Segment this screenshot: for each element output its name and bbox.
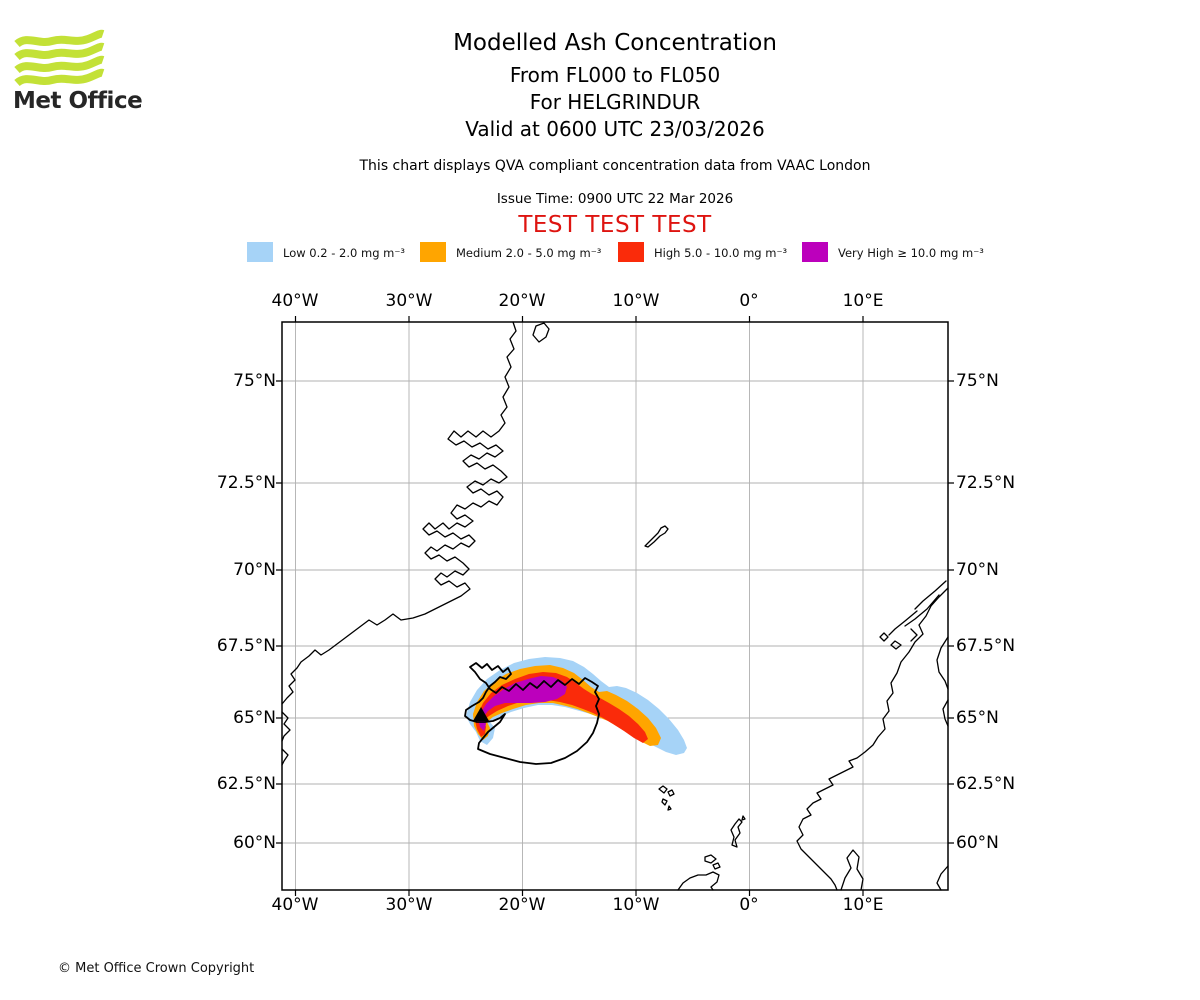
legend-label-very-high: Very High ≥ 10.0 mg m⁻³ <box>838 246 984 260</box>
lat-label-right-70n: 70°N <box>956 560 999 580</box>
copyright-text: © Met Office Crown Copyright <box>58 961 255 976</box>
lon-label-bottom-10e: 10°E <box>842 895 884 915</box>
lon-label-top-20w: 20°W <box>498 291 546 311</box>
lat-label-left-67-5n: 67.5°N <box>216 636 276 656</box>
coastline-norway <box>796 580 949 891</box>
lat-label-left-70n: 70°N <box>233 560 276 580</box>
subtitle-valid-time: Valid at 0600 UTC 23/03/2026 <box>465 117 765 141</box>
legend-label-medium: Medium 2.0 - 5.0 mg m⁻³ <box>456 246 602 260</box>
legend-swatch-high <box>618 242 644 262</box>
coastline-scotland <box>677 871 720 891</box>
gridlines <box>282 322 948 890</box>
lon-label-bottom-10w: 10°W <box>612 895 660 915</box>
legend-label-low: Low 0.2 - 2.0 mg m⁻³ <box>283 246 406 260</box>
islands-orkney <box>704 854 721 870</box>
lon-label-top-40w: 40°W <box>271 291 319 311</box>
qva-note: This chart displays QVA compliant concen… <box>359 158 871 174</box>
axis-ticks <box>276 316 954 896</box>
coastline-iceland <box>464 662 600 765</box>
lat-label-right-67-5n: 67.5°N <box>956 636 1016 656</box>
legend-swatch-medium <box>420 242 446 262</box>
lat-label-left-62-5n: 62.5°N <box>216 774 276 794</box>
map-plot <box>276 316 954 896</box>
lon-label-top-10e: 10°E <box>842 291 884 311</box>
lon-label-bottom-0: 0° <box>739 895 759 915</box>
lon-label-bottom-20w: 20°W <box>498 895 546 915</box>
map-frame <box>281 321 949 891</box>
lon-label-top-10w: 10°W <box>612 291 660 311</box>
lat-label-left-60n: 60°N <box>233 833 276 853</box>
subtitle-flight-levels: From FL000 to FL050 <box>509 63 721 87</box>
issue-time: Issue Time: 0900 UTC 22 Mar 2026 <box>496 191 734 207</box>
lat-label-left-65n: 65°N <box>233 708 276 728</box>
legend-swatch-very-high <box>802 242 828 262</box>
lat-label-right-65n: 65°N <box>956 708 999 728</box>
lat-label-right-62-5n: 62.5°N <box>956 774 1016 794</box>
lon-label-top-30w: 30°W <box>385 291 433 311</box>
island-jan-mayen <box>644 525 669 548</box>
lon-label-bottom-30w: 30°W <box>385 895 433 915</box>
logo-wordmark: Met Office <box>13 88 143 114</box>
lat-label-left-72-5n: 72.5°N <box>216 473 276 493</box>
lat-label-right-72-5n: 72.5°N <box>956 473 1016 493</box>
legend-swatch-low <box>247 242 273 262</box>
plume-very-high <box>478 676 567 731</box>
island-shetland <box>730 815 746 848</box>
volcano-marker <box>473 707 489 721</box>
coastline-greenland <box>281 321 550 766</box>
islands-faroe <box>658 785 675 811</box>
chart-title: Modelled Ash Concentration <box>453 30 777 56</box>
lat-label-left-75n: 75°N <box>233 371 276 391</box>
lat-label-right-75n: 75°N <box>956 371 999 391</box>
subtitle-volcano: For HELGRINDUR <box>529 90 701 114</box>
lon-label-bottom-40w: 40°W <box>271 895 319 915</box>
legend-label-high: High 5.0 - 10.0 mg m⁻³ <box>654 246 788 260</box>
lat-label-right-60n: 60°N <box>956 833 999 853</box>
lon-label-top-0: 0° <box>739 291 759 311</box>
met-office-logo <box>14 29 105 86</box>
test-banner: TEST TEST TEST <box>518 212 712 238</box>
logo-waves <box>14 29 105 86</box>
